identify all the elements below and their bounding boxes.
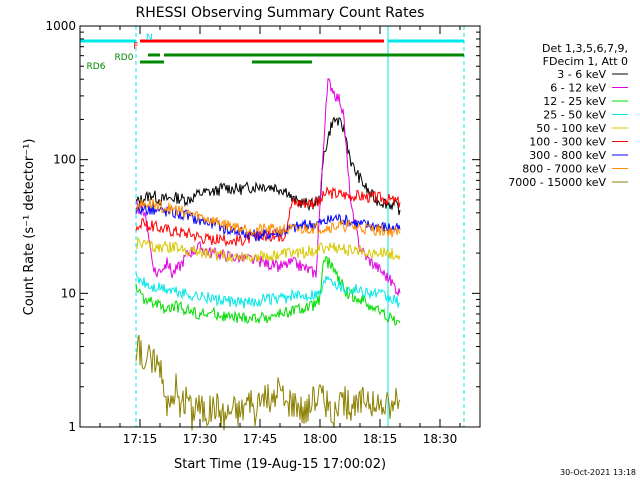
legend-entry: 50 - 100 keV bbox=[536, 122, 606, 135]
state-bar-label: N bbox=[146, 33, 153, 43]
x-tick-label: 18:00 bbox=[303, 432, 338, 446]
legend-header: FDecim 1, Att 0 bbox=[543, 55, 628, 68]
y-axis-label: Count Rate (s⁻¹ detector⁻¹) bbox=[22, 139, 37, 316]
x-tick-label: 17:30 bbox=[183, 432, 218, 446]
legend-header: Det 1,3,5,6,7,9, bbox=[542, 42, 628, 55]
series-line bbox=[135, 334, 401, 431]
x-tick-label: 18:15 bbox=[363, 432, 398, 446]
legend-entry: 300 - 800 keV bbox=[529, 149, 606, 162]
chart-title: RHESSI Observing Summary Count Rates bbox=[136, 5, 425, 21]
legend-entry: 6 - 12 keV bbox=[550, 82, 606, 95]
legend-entry: 12 - 25 keV bbox=[543, 95, 606, 108]
footer-date: 30-Oct-2021 13:18 bbox=[560, 468, 636, 477]
y-tick-label: 1000 bbox=[45, 19, 76, 33]
state-bar-label: RD6 bbox=[87, 62, 106, 72]
series-line bbox=[135, 198, 401, 238]
x-axis-label: Start Time (19-Aug-15 17:00:02) bbox=[174, 457, 386, 472]
series-line bbox=[135, 185, 401, 248]
state-bar-label: RD0 bbox=[115, 53, 134, 63]
x-tick-label: 17:15 bbox=[123, 432, 158, 446]
y-tick-label: 100 bbox=[53, 153, 76, 167]
legend-entry: 3 - 6 keV bbox=[557, 68, 606, 81]
series-line bbox=[135, 256, 401, 326]
x-tick-label: 17:45 bbox=[243, 432, 278, 446]
series-line bbox=[135, 272, 401, 309]
legend: Det 1,3,5,6,7,9,FDecim 1, Att 03 - 6 keV… bbox=[508, 42, 628, 189]
series-line bbox=[135, 116, 401, 216]
x-tick-label: 18:30 bbox=[423, 432, 458, 446]
y-tick-label: 1 bbox=[68, 420, 76, 434]
state-bar-label: F bbox=[133, 42, 138, 52]
legend-entry: 100 - 300 keV bbox=[529, 136, 606, 149]
legend-entry: 25 - 50 keV bbox=[543, 109, 606, 122]
y-tick-label: 10 bbox=[61, 286, 76, 300]
axes: 1 10 100 1000 17:15 17:30 17:45 18:00 18:15 18:30 bbox=[45, 19, 481, 446]
legend-entry: 800 - 7000 keV bbox=[522, 163, 606, 176]
legend-entry: 7000 - 15000 keV bbox=[508, 176, 606, 189]
series-line bbox=[135, 236, 401, 264]
